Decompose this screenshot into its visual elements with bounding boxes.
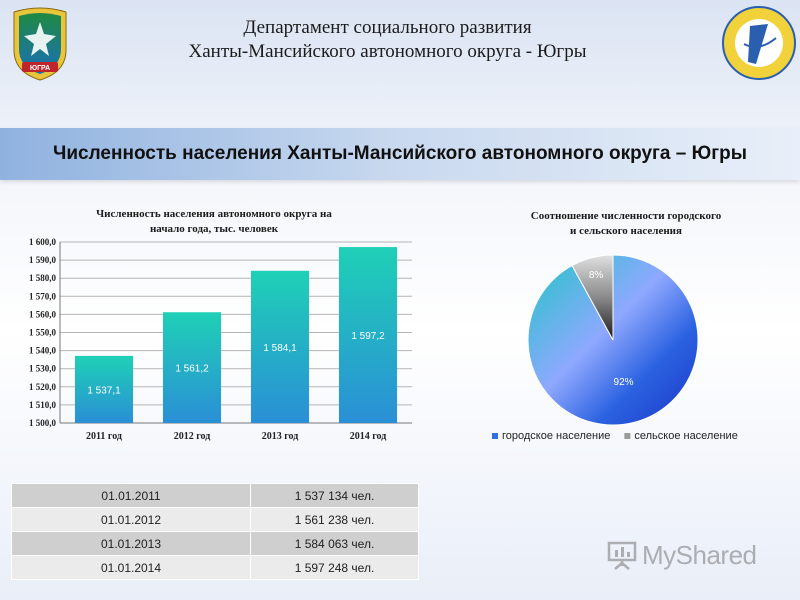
bar-value-label: 1 584,1 xyxy=(263,343,297,354)
table-cell-date: 01.01.2012 xyxy=(11,507,251,532)
presentation-board-icon xyxy=(607,541,637,570)
bar-chart-x-ticks: 2011 год 2012 год 2013 год 2014 год xyxy=(86,431,386,442)
legend-label: сельское население xyxy=(634,430,737,442)
bar-value-label: 1 561,2 xyxy=(175,364,209,375)
social-protection-logo xyxy=(722,6,796,80)
header-title-line1: Департамент социального развития xyxy=(243,17,532,38)
bar xyxy=(338,247,398,423)
table-cell-value: 1 584 063 чел. xyxy=(250,531,419,556)
y-tick-label: 1 600,0 xyxy=(29,237,57,247)
y-tick-label: 1 540,0 xyxy=(29,346,57,356)
table-cell-date: 01.01.2011 xyxy=(11,483,251,508)
pie-chart-slices: 92% 8% xyxy=(527,254,699,426)
pie-slice xyxy=(571,254,614,341)
table-cell-value: 1 597 248 чел. xyxy=(250,555,419,580)
x-tick-label: 2012 год xyxy=(174,431,211,442)
bar-chart-title-line1: Численность населения автономного округа… xyxy=(96,208,332,220)
pie-chart-title-line1: Соотношение численности городского xyxy=(531,210,722,222)
table-row: 01.01.2012 1 561 238 чел. xyxy=(11,507,419,532)
pie-chart-title-line2: и сельского населения xyxy=(570,225,682,237)
legend-label: городское население xyxy=(502,430,610,442)
banner-title: Численность населения Ханты-Мансийского … xyxy=(53,143,747,164)
bar-value-label: 1 597,2 xyxy=(351,331,385,342)
table-row: 01.01.2011 1 537 134 чел. xyxy=(11,483,419,508)
legend-swatch xyxy=(624,433,631,439)
header-title: Департамент социального развития Ханты-М… xyxy=(150,16,625,64)
pie-slice-label: 92% xyxy=(614,377,634,388)
pie-chart-legend: городское население сельское население xyxy=(492,430,738,442)
table-row: 01.01.2014 1 597 248 чел. xyxy=(11,555,419,580)
bar-chart-title-line2: начало года, тыс. человек xyxy=(150,223,279,235)
bar-chart-bars: 1 537,1 1 561,2 1 584,1 1 597,2 xyxy=(74,247,398,423)
bar xyxy=(74,355,134,423)
y-tick-label: 1 510,0 xyxy=(29,400,57,410)
header-title-line2: Ханты-Мансийского автономного округа - Ю… xyxy=(188,41,587,62)
bar xyxy=(162,312,222,423)
table-cell-value: 1 561 238 чел. xyxy=(250,507,419,532)
watermark: MyShared xyxy=(606,535,776,575)
title-banner xyxy=(0,128,800,180)
emblem-text: ЮГРА xyxy=(30,65,50,72)
y-tick-label: 1 550,0 xyxy=(29,328,57,338)
pie-slice-label: 8% xyxy=(589,270,604,281)
y-tick-label: 1 530,0 xyxy=(29,364,57,374)
y-tick-label: 1 560,0 xyxy=(29,309,57,319)
district-emblem: ЮГРА xyxy=(13,7,67,81)
y-tick-label: 1 500,0 xyxy=(29,418,57,428)
population-table: 01.01.2011 1 537 134 чел. 01.01.2012 1 5… xyxy=(11,483,419,580)
watermark-text: MyShared xyxy=(642,539,757,570)
table-cell-value: 1 537 134 чел. xyxy=(250,483,419,508)
y-tick-label: 1 520,0 xyxy=(29,382,57,392)
y-tick-label: 1 590,0 xyxy=(29,255,57,265)
x-tick-label: 2011 год xyxy=(86,431,122,442)
legend-swatch xyxy=(492,433,498,439)
y-tick-label: 1 570,0 xyxy=(29,291,57,301)
bar-chart-y-ticks: 1 500,0 1 510,0 1 520,0 1 530,0 1 540,0 1 550… xyxy=(29,237,57,428)
table-cell-date: 01.01.2014 xyxy=(11,555,251,580)
table-cell-date: 01.01.2013 xyxy=(11,531,251,556)
bar-value-label: 1 537,1 xyxy=(87,385,121,396)
x-tick-label: 2014 год xyxy=(350,431,387,442)
x-tick-label: 2013 год xyxy=(262,431,299,442)
y-tick-label: 1 580,0 xyxy=(29,273,57,283)
bar xyxy=(250,270,310,423)
table-row: 01.01.2013 1 584 063 чел. xyxy=(11,531,419,556)
